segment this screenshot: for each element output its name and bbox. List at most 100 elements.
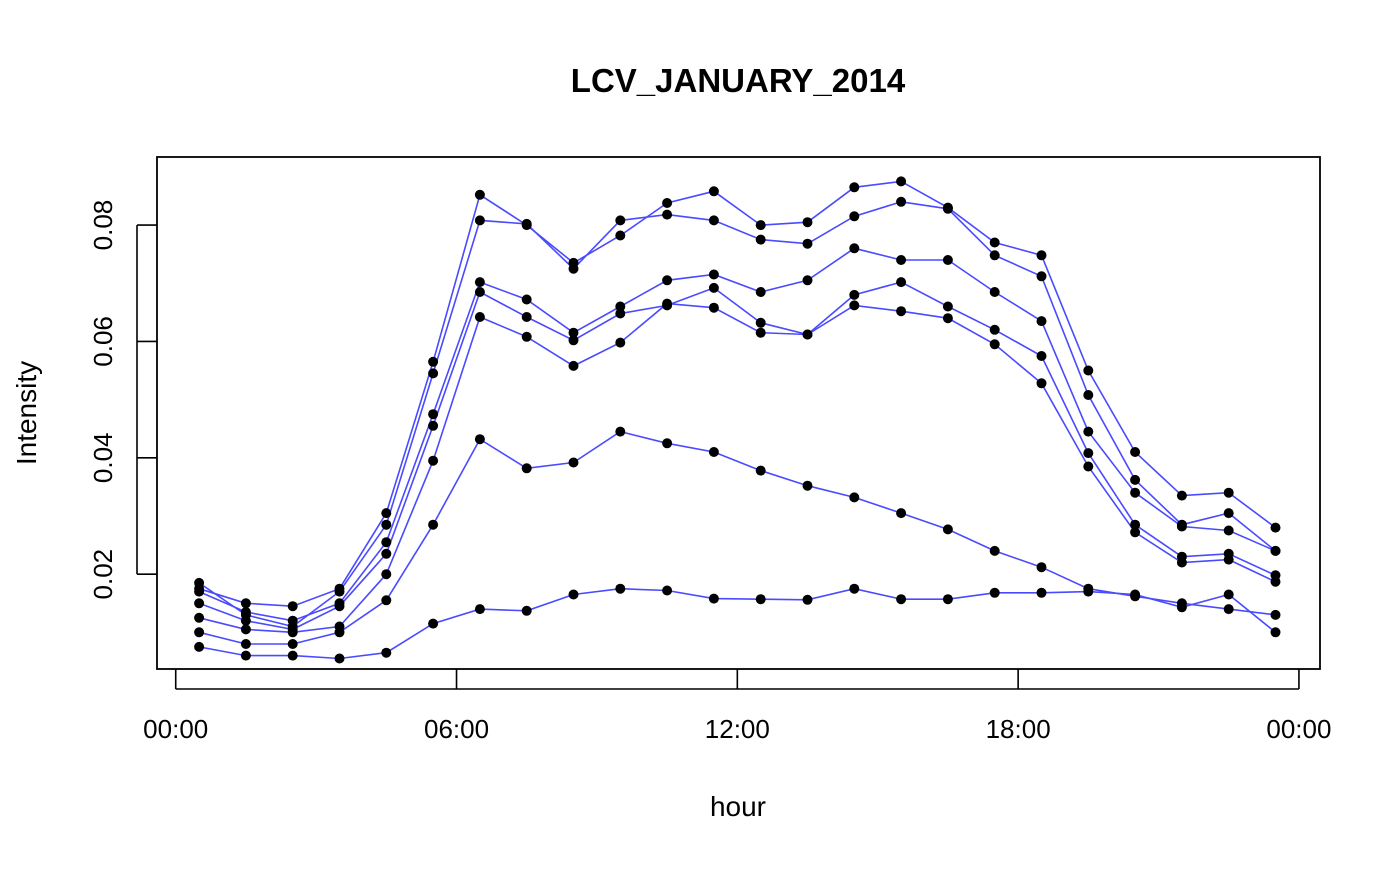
data-point xyxy=(849,182,860,193)
data-point xyxy=(755,287,766,297)
series-line-6 xyxy=(198,430,1276,645)
data-point xyxy=(1036,316,1047,327)
data-point xyxy=(1036,378,1047,389)
data-point xyxy=(1083,390,1094,400)
data-point xyxy=(1036,271,1047,282)
data-point xyxy=(1176,521,1187,532)
data-point xyxy=(708,302,719,313)
data-point xyxy=(662,275,673,286)
data-point xyxy=(802,238,813,249)
data-point xyxy=(428,618,439,629)
data-point xyxy=(708,447,719,457)
data-point xyxy=(240,650,251,661)
data-point xyxy=(287,601,298,612)
data-point xyxy=(755,465,766,476)
data-point xyxy=(1083,365,1094,376)
data-point xyxy=(381,595,392,606)
data-point xyxy=(1083,586,1094,597)
data-point xyxy=(428,519,439,530)
data-point xyxy=(521,331,532,342)
data-point xyxy=(755,594,766,605)
data-point xyxy=(1130,519,1141,530)
data-point xyxy=(615,301,626,312)
data-point xyxy=(802,329,813,340)
data-point xyxy=(474,604,485,615)
data-point xyxy=(1223,525,1234,536)
data-point xyxy=(428,455,439,466)
data-point xyxy=(474,277,485,288)
data-point xyxy=(240,598,251,609)
data-point xyxy=(1223,604,1234,615)
x-tick-label: 06:00 xyxy=(424,714,489,744)
data-point xyxy=(755,317,766,328)
data-point xyxy=(1130,487,1141,498)
data-point xyxy=(381,519,392,530)
series-line-3 xyxy=(198,247,1276,622)
data-point xyxy=(287,639,298,649)
data-point xyxy=(615,230,626,241)
data-point xyxy=(615,426,626,437)
data-point xyxy=(1223,508,1234,519)
series-line-4 xyxy=(198,281,1276,631)
data-point xyxy=(849,211,860,222)
data-point xyxy=(1130,527,1141,538)
data-point xyxy=(474,189,485,200)
data-point xyxy=(942,313,953,324)
data-point xyxy=(194,586,205,597)
data-point xyxy=(1270,609,1281,620)
data-point xyxy=(381,647,392,658)
data-point xyxy=(849,300,860,311)
data-point xyxy=(521,312,532,322)
data-point xyxy=(615,337,626,348)
data-point xyxy=(381,508,392,519)
data-point xyxy=(1270,627,1281,638)
axes: 00:00 06:00 12:00 18:00 00:00 0.02 0.04 0.06 0.0… xyxy=(88,200,1331,744)
y-axis-label: Intensity xyxy=(11,361,42,465)
data-point xyxy=(334,586,345,597)
data-point xyxy=(662,298,673,309)
data-point xyxy=(287,627,298,638)
data-point xyxy=(428,356,439,367)
data-point xyxy=(662,209,673,220)
data-point xyxy=(568,589,579,600)
data-point xyxy=(287,650,298,661)
data-point xyxy=(240,615,251,626)
data-point xyxy=(802,217,813,228)
data-point xyxy=(989,250,1000,261)
y-tick-label: 0.08 xyxy=(88,200,118,251)
data-point xyxy=(1036,587,1047,598)
x-tick-label: 18:00 xyxy=(986,714,1051,744)
data-point xyxy=(942,255,953,265)
data-point xyxy=(989,287,1000,297)
data-point xyxy=(896,196,907,207)
data-point xyxy=(194,641,205,652)
data-point xyxy=(615,308,626,319)
data-point xyxy=(989,545,1000,556)
data-point xyxy=(521,463,532,474)
data-point xyxy=(568,327,579,338)
data-point xyxy=(1036,562,1047,573)
data-point xyxy=(474,215,485,226)
data-point xyxy=(1176,490,1187,501)
data-point xyxy=(708,593,719,604)
data-point xyxy=(896,277,907,288)
y-tick-label: 0.06 xyxy=(88,316,118,367)
data-point xyxy=(942,594,953,605)
data-point xyxy=(942,203,953,214)
data-point xyxy=(194,612,205,623)
data-point xyxy=(240,624,251,635)
chart-title: LCV_JANUARY_2014 xyxy=(571,62,906,99)
data-point xyxy=(194,577,205,588)
data-point xyxy=(1130,589,1141,600)
data-point xyxy=(896,306,907,317)
x-tick-label: 12:00 xyxy=(705,714,770,744)
data-point xyxy=(1036,250,1047,261)
data-point xyxy=(708,215,719,226)
data-point xyxy=(474,287,485,297)
data-point xyxy=(194,627,205,638)
data-point xyxy=(287,615,298,626)
data-point xyxy=(1223,554,1234,565)
data-point xyxy=(989,324,1000,335)
data-point xyxy=(755,327,766,338)
